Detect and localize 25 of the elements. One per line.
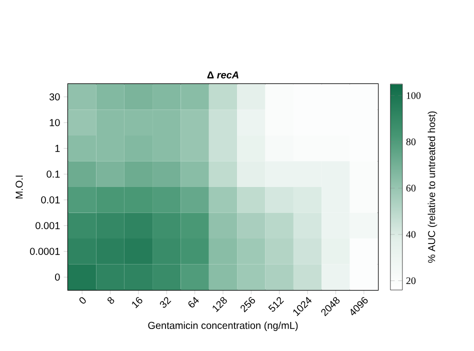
x-tick-label: 512 (268, 297, 284, 312)
y-axis-title: M.O.I (16, 176, 23, 198)
color-bar-label: 60 (406, 184, 416, 192)
chart-title: Δ recA (207, 71, 238, 78)
x-tick-label: 256 (240, 297, 256, 312)
color-bar-label: 40 (406, 231, 416, 238)
x-tick-label: 0 (79, 297, 86, 304)
color-bar-label: 20 (406, 277, 416, 284)
x-tick-label: 16 (132, 297, 142, 308)
y-tick-label: 10 (50, 119, 60, 126)
y-tick-label: 30 (49, 93, 60, 100)
y-tick-label: 0.0001 (30, 248, 60, 255)
y-tick-label: 0 (55, 274, 60, 281)
color-bar-title: % AUC (relative to untreated host) (428, 111, 438, 263)
x-axis-title: Gentamicin concentration (ng/mL) (148, 322, 298, 331)
y-tick-label: 1 (55, 144, 60, 152)
color-bar-label: 100 (406, 92, 421, 99)
y-tick-label: 0.001 (36, 222, 60, 230)
y-tick-label: 0.1 (46, 170, 60, 178)
y-tick-label: 0.01 (41, 196, 60, 204)
color-bar-label: 80 (406, 138, 416, 146)
x-tick-label: 128 (212, 297, 227, 312)
x-tick-label: 8 (108, 297, 114, 304)
x-tick-label: 32 (160, 297, 172, 308)
x-tick-label: 64 (188, 296, 199, 308)
